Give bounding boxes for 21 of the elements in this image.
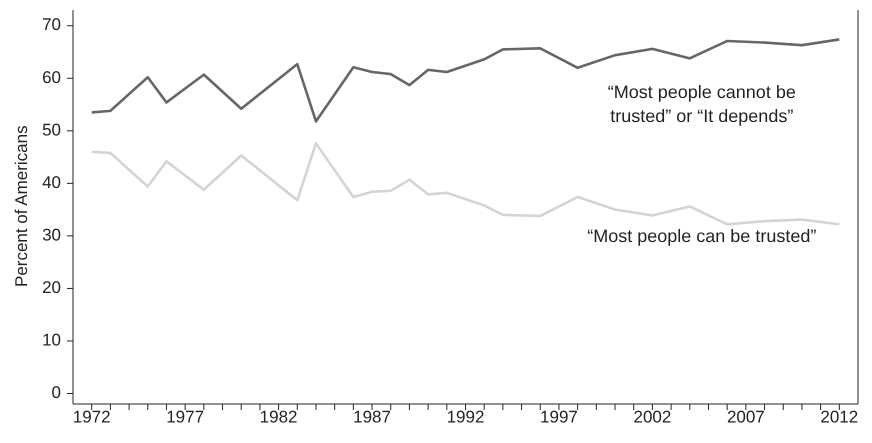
x-tick-label: 1982: [260, 407, 298, 426]
y-tick-label: 70: [42, 15, 61, 34]
line-series: [90, 142, 841, 226]
y-tick-label: 20: [42, 278, 61, 297]
y-tick-label: 10: [42, 330, 61, 350]
y-tick-label: 30: [42, 225, 61, 244]
x-tick-label: 1987: [353, 407, 391, 426]
y-axis-title: Percent of Americans: [12, 125, 32, 287]
y-tick-label: 0: [52, 382, 61, 402]
series-label: “Most people cannot be trusted” or “It depends”: [606, 81, 797, 128]
series-label: “Most people can be trusted”: [586, 225, 818, 248]
x-tick-label: 1977: [166, 407, 204, 426]
x-tick-label: 1997: [540, 407, 578, 426]
x-tick-label: 1992: [446, 407, 484, 426]
x-tick-label: 1972: [72, 407, 111, 426]
y-tick-label: 60: [42, 68, 61, 87]
y-tick-label: 50: [42, 120, 61, 140]
x-tick-label: 2007: [726, 407, 765, 426]
x-tick-label: 2002: [633, 407, 672, 426]
x-tick-label: 2012: [820, 407, 858, 426]
y-tick-label: 40: [42, 172, 61, 192]
